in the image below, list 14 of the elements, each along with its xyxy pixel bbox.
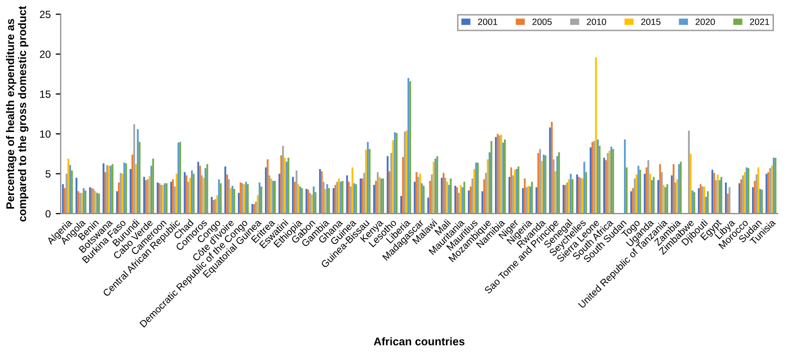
legend-label: 2020: [696, 18, 715, 26]
y-tick-label: 0: [46, 210, 51, 218]
y-tick-label: 15: [40, 90, 51, 98]
legend-label: 2015: [641, 18, 660, 26]
x-axis-title: African countries: [374, 337, 464, 346]
y-tick-label: 20: [40, 50, 51, 58]
y-tick-label: 25: [40, 10, 51, 18]
legend-label: 2001: [478, 18, 498, 26]
legend-label: 2021: [750, 18, 770, 26]
legend-label: 2005: [532, 18, 552, 26]
legend-label: 2010: [586, 18, 606, 26]
y-axis-title: Percentage of health expenditure as compared to the gross domestic product: [6, 6, 28, 222]
y-tick-label: 10: [40, 130, 51, 138]
y-tick-label: 5: [46, 170, 51, 178]
